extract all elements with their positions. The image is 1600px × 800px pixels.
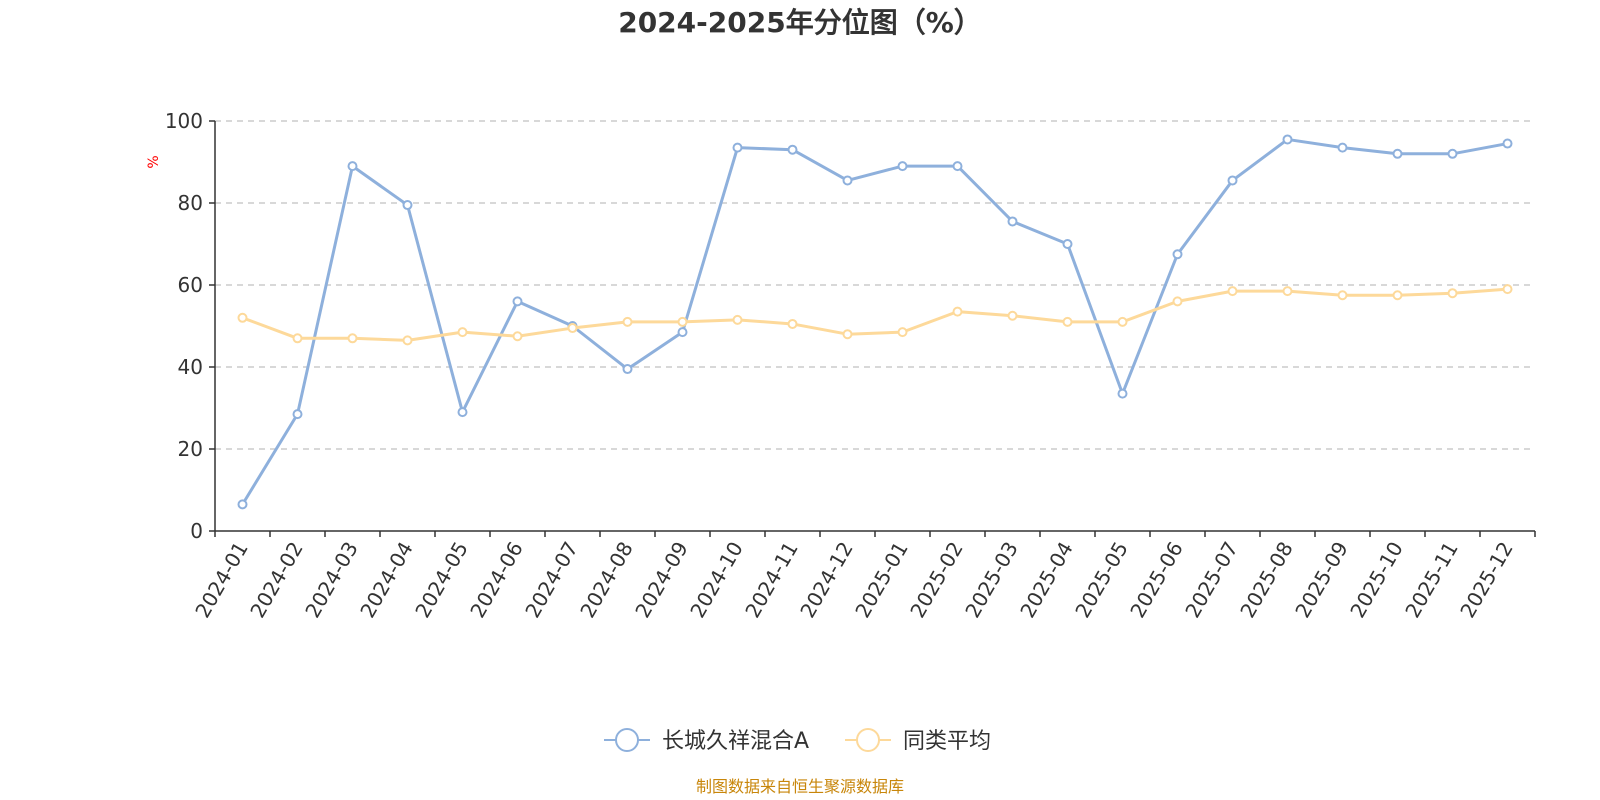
y-tick-label: 20 bbox=[178, 437, 203, 461]
data-point[interactable] bbox=[1062, 239, 1073, 249]
data-point[interactable] bbox=[787, 144, 798, 155]
data-point[interactable] bbox=[1117, 316, 1128, 327]
legend-item-1[interactable]: 长城久祥混合A bbox=[604, 728, 809, 754]
y-tick-label: 60 bbox=[178, 273, 203, 297]
x-tick-label: 2024-11 bbox=[740, 538, 803, 622]
y-axis-label: % bbox=[146, 155, 162, 168]
data-point[interactable] bbox=[1007, 310, 1018, 321]
legend-item-2[interactable]: 同类平均 bbox=[845, 728, 991, 754]
data-point[interactable] bbox=[512, 296, 523, 307]
data-point[interactable] bbox=[622, 364, 633, 375]
series-line bbox=[241, 287, 1508, 342]
data-point[interactable] bbox=[1447, 288, 1458, 299]
data-point[interactable] bbox=[732, 314, 743, 325]
y-tick-label: 80 bbox=[178, 191, 203, 215]
x-tick-label: 2025-01 bbox=[850, 538, 913, 622]
x-tick-label: 2025-08 bbox=[1235, 538, 1298, 622]
x-tick-label: 2025-02 bbox=[905, 538, 968, 622]
data-point[interactable] bbox=[347, 333, 358, 344]
x-tick-label: 2024-07 bbox=[520, 538, 583, 622]
x-tick-label: 2024-02 bbox=[245, 538, 308, 622]
data-point[interactable] bbox=[457, 327, 468, 338]
data-point[interactable] bbox=[237, 312, 248, 323]
x-tick-label: 2024-08 bbox=[575, 538, 638, 622]
data-point[interactable] bbox=[732, 142, 743, 153]
data-point[interactable] bbox=[1392, 290, 1403, 301]
data-point[interactable] bbox=[237, 499, 248, 510]
data-point[interactable] bbox=[1392, 148, 1403, 159]
x-tick-label: 2024-01 bbox=[190, 538, 253, 622]
series-lines bbox=[237, 134, 1513, 510]
series-line bbox=[241, 137, 1508, 506]
data-point[interactable] bbox=[952, 161, 963, 172]
data-point[interactable] bbox=[1062, 316, 1073, 327]
x-tick-label: 2024-03 bbox=[300, 538, 363, 622]
legend-marker-icon bbox=[615, 728, 639, 752]
data-point[interactable] bbox=[292, 333, 303, 344]
x-tick-label: 2025-09 bbox=[1290, 538, 1353, 622]
x-tick-label: 2024-05 bbox=[410, 538, 473, 622]
data-point[interactable] bbox=[1502, 284, 1513, 295]
data-point[interactable] bbox=[512, 331, 523, 342]
chart-title: 2024-2025年分位图（%） bbox=[618, 6, 982, 39]
y-tick-label: 40 bbox=[178, 355, 203, 379]
x-tick-label: 2025-07 bbox=[1180, 538, 1243, 622]
data-point[interactable] bbox=[1502, 138, 1513, 149]
data-point[interactable] bbox=[1447, 148, 1458, 159]
data-point[interactable] bbox=[1282, 286, 1293, 297]
data-point[interactable] bbox=[897, 327, 908, 338]
data-point[interactable] bbox=[1172, 249, 1183, 260]
legend[interactable]: 长城久祥混合A 同类平均 bbox=[604, 728, 991, 754]
x-tick-label: 2025-04 bbox=[1015, 538, 1078, 622]
data-point[interactable] bbox=[402, 200, 413, 211]
x-tick-label: 2024-12 bbox=[795, 538, 858, 622]
data-point[interactable] bbox=[347, 161, 358, 172]
series-1 bbox=[237, 134, 1513, 510]
data-point[interactable] bbox=[1007, 216, 1018, 227]
source-note: 制图数据来自恒生聚源数据库 bbox=[696, 777, 904, 796]
x-tick-label: 2025-10 bbox=[1345, 538, 1408, 622]
data-point[interactable] bbox=[567, 323, 578, 334]
data-point[interactable] bbox=[1227, 175, 1238, 186]
data-point[interactable] bbox=[677, 327, 688, 338]
series-2 bbox=[237, 284, 1513, 346]
data-point[interactable] bbox=[1337, 142, 1348, 153]
data-point[interactable] bbox=[1172, 296, 1183, 307]
axes: 0 20 40 60 80 100 2024-012024-022024-032024-04… bbox=[165, 109, 1536, 622]
x-tick-label: 2025-05 bbox=[1070, 538, 1133, 622]
data-point[interactable] bbox=[1337, 290, 1348, 301]
data-point[interactable] bbox=[842, 329, 853, 340]
x-tick-label: 2024-06 bbox=[465, 538, 528, 622]
data-point[interactable] bbox=[842, 175, 853, 186]
data-point[interactable] bbox=[1117, 388, 1128, 399]
legend-marker-icon bbox=[856, 728, 880, 752]
data-point[interactable] bbox=[457, 407, 468, 418]
y-tick-label: 0 bbox=[190, 519, 203, 543]
data-point[interactable] bbox=[952, 306, 963, 317]
x-tick-label: 2025-11 bbox=[1400, 538, 1463, 622]
x-tick-label: 2024-04 bbox=[355, 538, 418, 622]
x-tick-label: 2024-09 bbox=[630, 538, 693, 622]
x-tick-label: 2025-12 bbox=[1455, 538, 1518, 622]
data-point[interactable] bbox=[1282, 134, 1293, 145]
x-tick-label: 2025-03 bbox=[960, 538, 1023, 622]
x-tick-label: 2024-10 bbox=[685, 538, 748, 622]
x-tick-label: 2025-06 bbox=[1125, 538, 1188, 622]
data-point[interactable] bbox=[292, 409, 303, 420]
legend-label: 同类平均 bbox=[903, 729, 991, 754]
grid-lines bbox=[215, 120, 1535, 450]
data-point[interactable] bbox=[897, 161, 908, 172]
data-point[interactable] bbox=[622, 316, 633, 327]
data-point[interactable] bbox=[787, 318, 798, 329]
y-tick-label: 100 bbox=[165, 109, 203, 133]
data-point[interactable] bbox=[677, 316, 688, 327]
legend-label: 长城久祥混合A bbox=[662, 729, 809, 754]
data-point[interactable] bbox=[1227, 286, 1238, 297]
data-point[interactable] bbox=[402, 335, 413, 346]
